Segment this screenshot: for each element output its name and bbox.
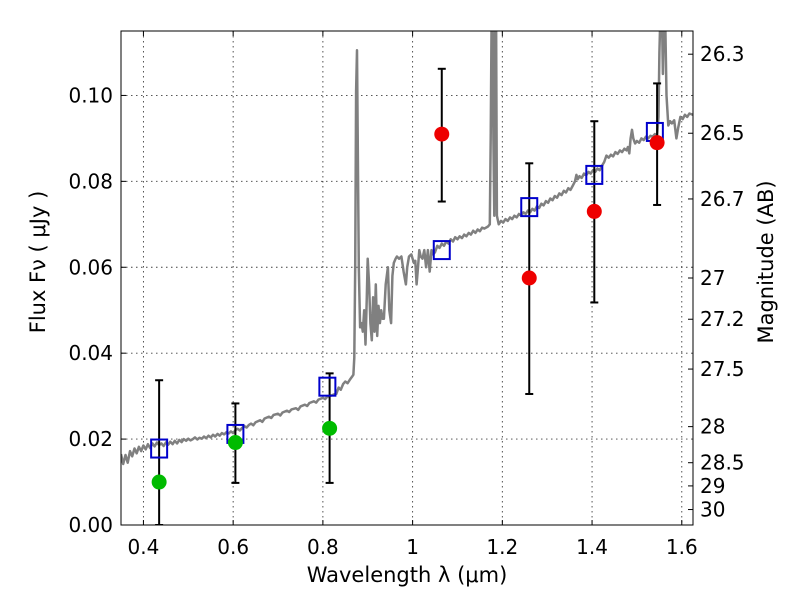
green-data-point	[227, 435, 243, 451]
right-tick-label: 27.2	[700, 307, 745, 331]
right-tick-label: 28.5	[700, 451, 745, 475]
x-tick-label: 0.8	[307, 535, 339, 559]
right-tick-label: 30	[700, 498, 725, 522]
y-tick-label: 0.08	[68, 169, 113, 193]
red-data-point	[434, 126, 450, 142]
model-square-marker	[520, 197, 539, 218]
model-square-marker	[585, 164, 604, 185]
y-tick-label: 0.04	[68, 341, 113, 365]
y-tick-label: 0.00	[68, 513, 113, 537]
green-data-point	[322, 420, 338, 436]
model-square-marker	[318, 376, 337, 397]
spectrum-line	[121, 31, 693, 466]
x-tick-label: 1.4	[576, 535, 608, 559]
model-square-marker	[432, 240, 451, 261]
y-axis-title: Flux Fν ( μJy )	[26, 191, 50, 334]
x-tick-label: 1	[406, 535, 419, 559]
right-tick-label: 27	[700, 266, 725, 290]
right-tick-label: 28	[700, 415, 725, 439]
y-tick-label: 0.10	[68, 83, 113, 107]
right-tick-label: 26.5	[700, 121, 745, 145]
y-tick-label: 0.02	[68, 427, 113, 451]
x-axis-title: Wavelength λ (μm)	[307, 563, 508, 587]
green-data-point	[151, 474, 167, 490]
plot-area	[121, 31, 693, 525]
red-data-point	[586, 203, 602, 219]
x-tick-label: 1.6	[666, 535, 698, 559]
y-tick-label: 0.06	[68, 255, 113, 279]
right-tick-label: 29	[700, 474, 725, 498]
right-tick-label: 26.3	[700, 42, 745, 66]
x-tick-label: 0.6	[217, 535, 249, 559]
right-tick-label: 26.7	[700, 187, 745, 211]
right-axis-title: Magnitude (AB)	[754, 180, 778, 343]
x-tick-label: 0.4	[128, 535, 160, 559]
model-square-marker	[150, 438, 169, 459]
x-tick-label: 1.2	[486, 535, 518, 559]
red-data-point	[649, 135, 665, 151]
axes: 0.4 0.6 0.8 1 1.2 1.4 1.6 0.00 0.02 0.04 0.06 0.08 0…	[68, 31, 745, 559]
right-tick-label: 27.5	[700, 357, 745, 381]
red-data-point	[521, 270, 537, 286]
